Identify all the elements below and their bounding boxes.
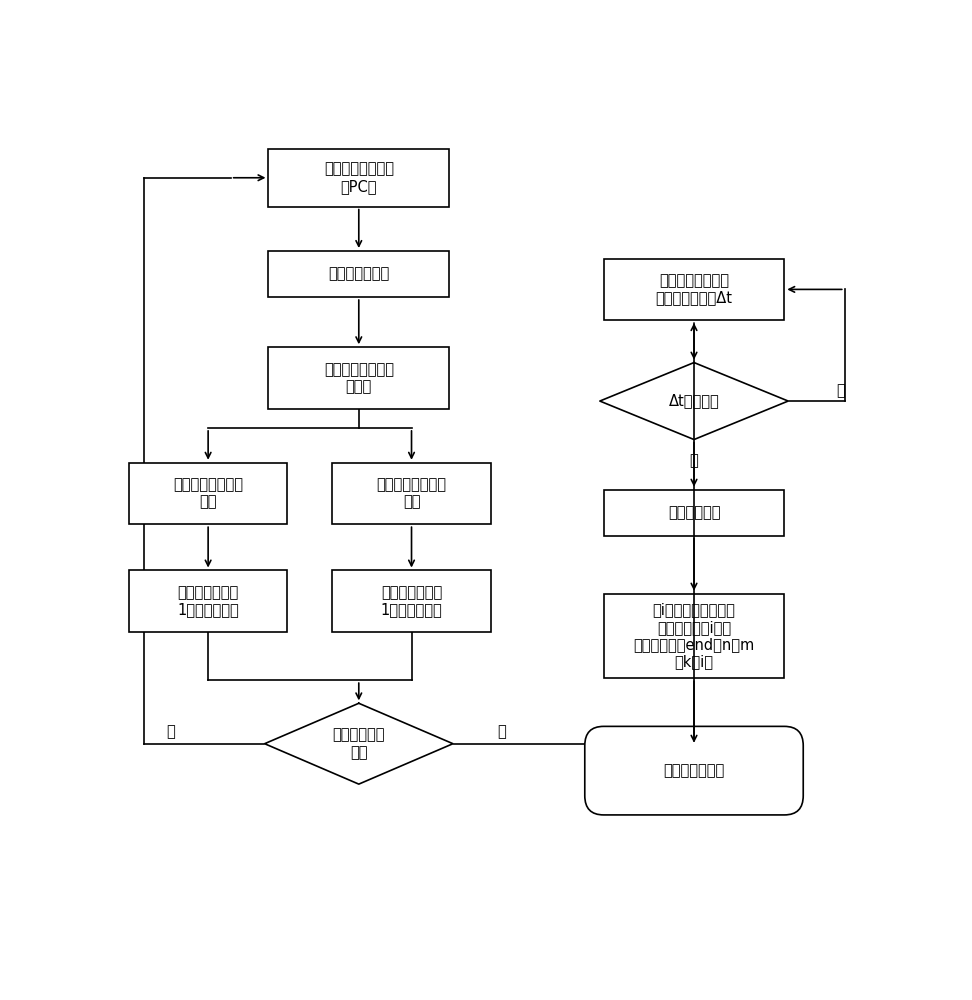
Text: 第i辆车的行程时间＝
出口道数据（i）－
进口道数据（end－n－m
－k＋i）: 第i辆车的行程时间＝ 出口道数据（i）－ 进口道数据（end－n－m －k＋i） xyxy=(634,602,754,670)
FancyBboxPatch shape xyxy=(332,463,491,524)
FancyBboxPatch shape xyxy=(332,570,491,632)
Text: 绘制虚拟检测框: 绘制虚拟检测框 xyxy=(329,266,390,282)
Text: 车辆检测和车流量
的统计: 车辆检测和车流量 的统计 xyxy=(324,362,394,394)
FancyBboxPatch shape xyxy=(604,594,784,678)
Text: 是: 是 xyxy=(837,384,846,399)
FancyBboxPatch shape xyxy=(129,463,288,524)
FancyBboxPatch shape xyxy=(604,490,784,536)
Polygon shape xyxy=(264,703,453,784)
Polygon shape xyxy=(600,363,788,440)
Text: 否: 否 xyxy=(689,453,699,468)
Text: Δt小于阈值: Δt小于阈值 xyxy=(669,394,719,409)
Text: 统计排队长度: 统计排队长度 xyxy=(668,505,720,520)
FancyBboxPatch shape xyxy=(268,149,449,207)
Text: 计算相邻车辆通过
出口的时间间隔Δt: 计算相邻车辆通过 出口的时间间隔Δt xyxy=(655,273,733,306)
Text: 进口道是否有车辆
通过: 进口道是否有车辆 通过 xyxy=(173,477,243,510)
FancyBboxPatch shape xyxy=(268,347,449,409)
Text: 是否到达周期
末尾: 是否到达周期 末尾 xyxy=(332,728,385,760)
Text: 出口车辆数目加
1，并记录时刻: 出口车辆数目加 1，并记录时刻 xyxy=(381,585,442,617)
Text: 出口道是否有车辆
通过: 出口道是否有车辆 通过 xyxy=(376,477,446,510)
FancyBboxPatch shape xyxy=(129,570,288,632)
FancyBboxPatch shape xyxy=(604,259,784,320)
FancyBboxPatch shape xyxy=(585,726,803,815)
Text: 否: 否 xyxy=(166,725,175,740)
FancyBboxPatch shape xyxy=(268,251,449,297)
Text: 同时读取两路视频
到PC机: 同时读取两路视频 到PC机 xyxy=(324,162,394,194)
Text: 是: 是 xyxy=(498,725,506,740)
Text: 进口车辆数目加
1，并记录时刻: 进口车辆数目加 1，并记录时刻 xyxy=(177,585,239,617)
Text: 输出平均延误值: 输出平均延误值 xyxy=(663,763,725,778)
